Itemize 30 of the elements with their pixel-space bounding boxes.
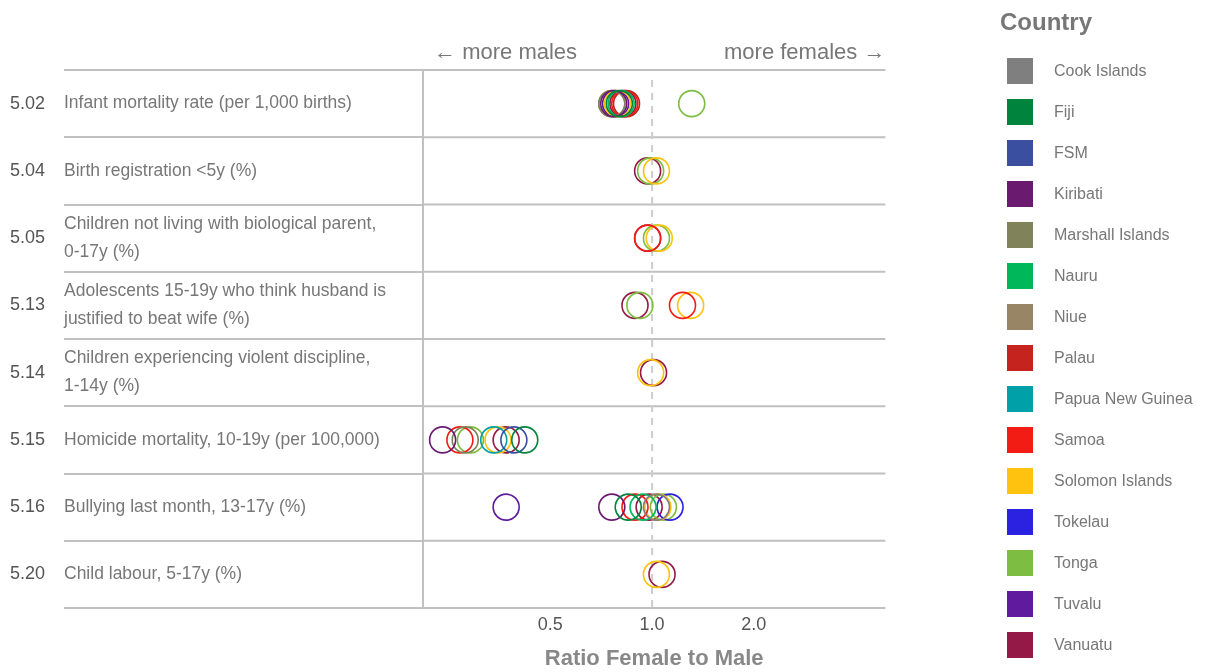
legend-label: Vanuatu bbox=[1054, 635, 1113, 654]
y-tick-label: 5.14 Children experiencing violent discipline, 1-14y (%) bbox=[10, 347, 371, 396]
y-tick-label: 5.13 Adolescents 15-19y who think husband is justified to beat wife (%) bbox=[10, 280, 387, 329]
legend-label: Tokelau bbox=[1054, 512, 1110, 531]
legend-label: Nauru bbox=[1054, 266, 1098, 285]
legend-label: Tonga bbox=[1054, 553, 1098, 572]
y-tick-label: 5.15 Homicide mortality, 10-19y (per 100,000) bbox=[10, 428, 380, 449]
legend-title: Country bbox=[1000, 8, 1093, 36]
x-tick-label: 0.5 bbox=[537, 613, 563, 634]
legend-label: Fiji bbox=[1054, 102, 1075, 121]
y-tick-label: 5.02 Infant mortality rate (per 1,000 births) bbox=[10, 92, 352, 113]
x-tick-label: 1.0 bbox=[639, 613, 665, 634]
legend-label: Samoa bbox=[1054, 430, 1105, 449]
y-tick-label: 5.16 Bullying last month, 13-17y (%) bbox=[10, 495, 307, 517]
legend-label: Papua New Guinea bbox=[1054, 389, 1193, 408]
x-tick-label: 2.0 bbox=[741, 613, 767, 634]
text: more females → bbox=[724, 39, 886, 65]
legend-label: Solomon Islands bbox=[1054, 471, 1173, 490]
y-tick-label: 5.04 Birth registration <5y (%) bbox=[10, 159, 258, 180]
legend-label: Kiribati bbox=[1054, 184, 1103, 203]
x-axis-title: Ratio Female to Male bbox=[544, 644, 764, 670]
y-tick-label: 5.20 Child labour, 5-17y (%) bbox=[10, 563, 242, 584]
y-tick-label: 5.05 Children not living with biological parent, 0-17y (%) bbox=[10, 212, 377, 261]
text: ← more males bbox=[434, 39, 578, 65]
legend-label: Tuvalu bbox=[1054, 594, 1102, 613]
legend-label: Palau bbox=[1054, 348, 1095, 367]
legend-label: Marshall Islands bbox=[1054, 225, 1170, 244]
legend-label: Niue bbox=[1054, 307, 1087, 326]
legend-label: FSM bbox=[1054, 143, 1088, 162]
legend-label: Cook Islands bbox=[1054, 61, 1147, 80]
